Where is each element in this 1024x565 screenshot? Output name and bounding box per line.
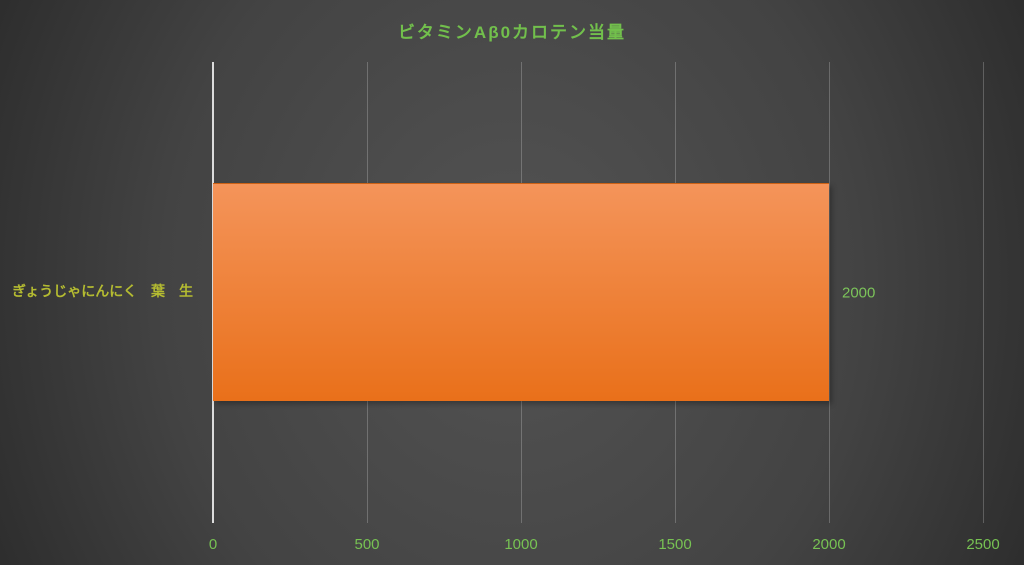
plot-area [212, 62, 984, 523]
x-tick-label-0: 0 [208, 536, 218, 553]
bar-series-carotene[interactable] [213, 183, 829, 401]
chart-title: ビタミンAβ0カロテン当量 [397, 23, 627, 42]
category-axis-label: ぎょうじゃにんにく 葉 生 [12, 283, 194, 299]
bar-data-label: 2000 [842, 284, 876, 301]
gridline-x-2000 [829, 62, 830, 523]
gridline-x-2500 [983, 62, 984, 523]
x-tick-label-2000: 2000 [812, 536, 846, 553]
x-tick-label-2500: 2500 [966, 536, 1000, 553]
x-tick-label-500: 500 [354, 536, 380, 553]
x-tick-label-1000: 1000 [504, 536, 538, 553]
x-tick-label-1500: 1500 [658, 536, 692, 553]
